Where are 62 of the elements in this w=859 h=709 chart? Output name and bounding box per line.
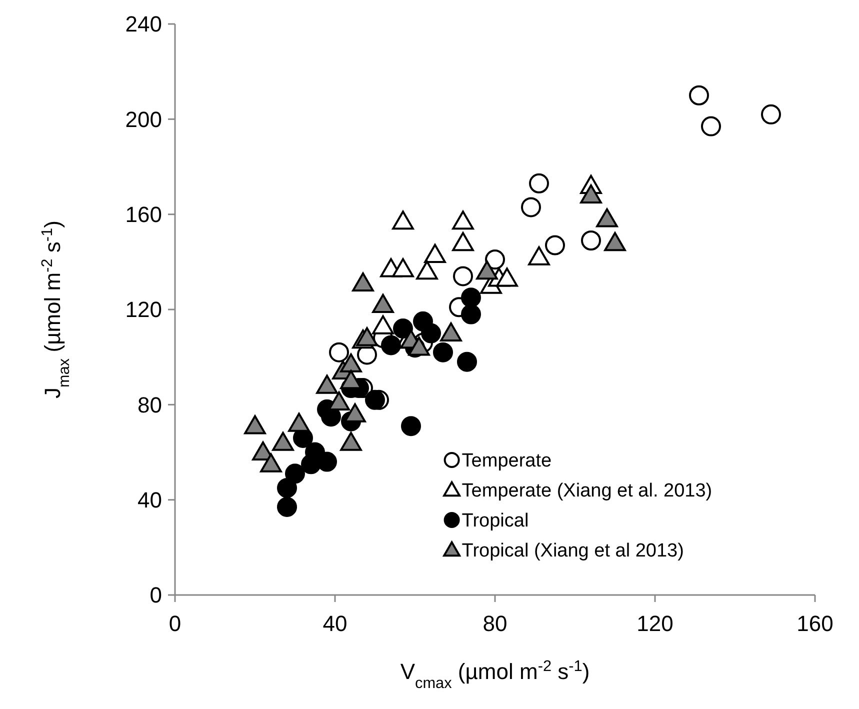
y-tick-label: 200 bbox=[125, 106, 162, 132]
point bbox=[604, 232, 626, 252]
point bbox=[581, 230, 601, 251]
x-tick-label: 40 bbox=[322, 611, 348, 636]
point bbox=[476, 260, 498, 280]
point bbox=[433, 342, 453, 362]
point bbox=[580, 184, 602, 204]
point bbox=[285, 464, 305, 484]
point bbox=[452, 210, 474, 230]
point bbox=[381, 335, 401, 356]
point bbox=[701, 116, 721, 136]
point bbox=[277, 496, 297, 517]
point bbox=[461, 288, 481, 308]
point bbox=[461, 304, 481, 324]
x-tick-label: 80 bbox=[482, 611, 508, 636]
point bbox=[329, 342, 349, 362]
y-tick-label: 120 bbox=[125, 297, 162, 322]
point bbox=[316, 374, 338, 394]
point bbox=[545, 235, 565, 256]
point bbox=[401, 416, 421, 436]
legend-label: Tropical (Xiang et al 2013) bbox=[462, 540, 684, 562]
point bbox=[453, 266, 473, 286]
point bbox=[496, 268, 518, 287]
point bbox=[365, 390, 385, 410]
point bbox=[521, 197, 541, 218]
point bbox=[440, 322, 462, 342]
point bbox=[244, 415, 266, 434]
point bbox=[392, 258, 414, 278]
point bbox=[288, 412, 310, 432]
point bbox=[277, 478, 297, 498]
legend-label: Temperate bbox=[462, 450, 552, 472]
point bbox=[352, 272, 374, 292]
point bbox=[372, 294, 394, 313]
point bbox=[689, 85, 709, 106]
y-tick-label: 160 bbox=[125, 202, 162, 228]
x-axis-title: V$_{cmax}$ (µmol m$^{-2}$ s$^{-1}$) bbox=[400, 658, 590, 692]
point bbox=[356, 327, 378, 346]
x-tick-label: 120 bbox=[636, 611, 674, 636]
legend-label: Temperate (Xiang et al. 2013) bbox=[462, 480, 712, 502]
point bbox=[372, 315, 394, 334]
x-tick-label: 0 bbox=[168, 611, 182, 636]
point bbox=[272, 432, 294, 451]
y-tick-label: 80 bbox=[138, 392, 162, 418]
y-tick-label: 0 bbox=[150, 582, 162, 608]
point bbox=[596, 208, 618, 228]
point bbox=[340, 432, 362, 451]
point bbox=[340, 353, 362, 372]
point bbox=[452, 232, 474, 252]
point bbox=[528, 246, 550, 266]
point bbox=[260, 453, 282, 472]
legend-label: Tropical bbox=[462, 510, 529, 532]
point bbox=[529, 173, 549, 194]
x-tick-label: 160 bbox=[796, 611, 834, 636]
y-tick-label: 240 bbox=[125, 12, 162, 37]
point bbox=[485, 250, 505, 270]
point bbox=[424, 244, 446, 263]
y-tick-label: 40 bbox=[138, 488, 162, 513]
point bbox=[457, 352, 477, 372]
point bbox=[421, 323, 441, 344]
point bbox=[761, 104, 781, 124]
point bbox=[392, 210, 414, 230]
point bbox=[416, 260, 438, 280]
